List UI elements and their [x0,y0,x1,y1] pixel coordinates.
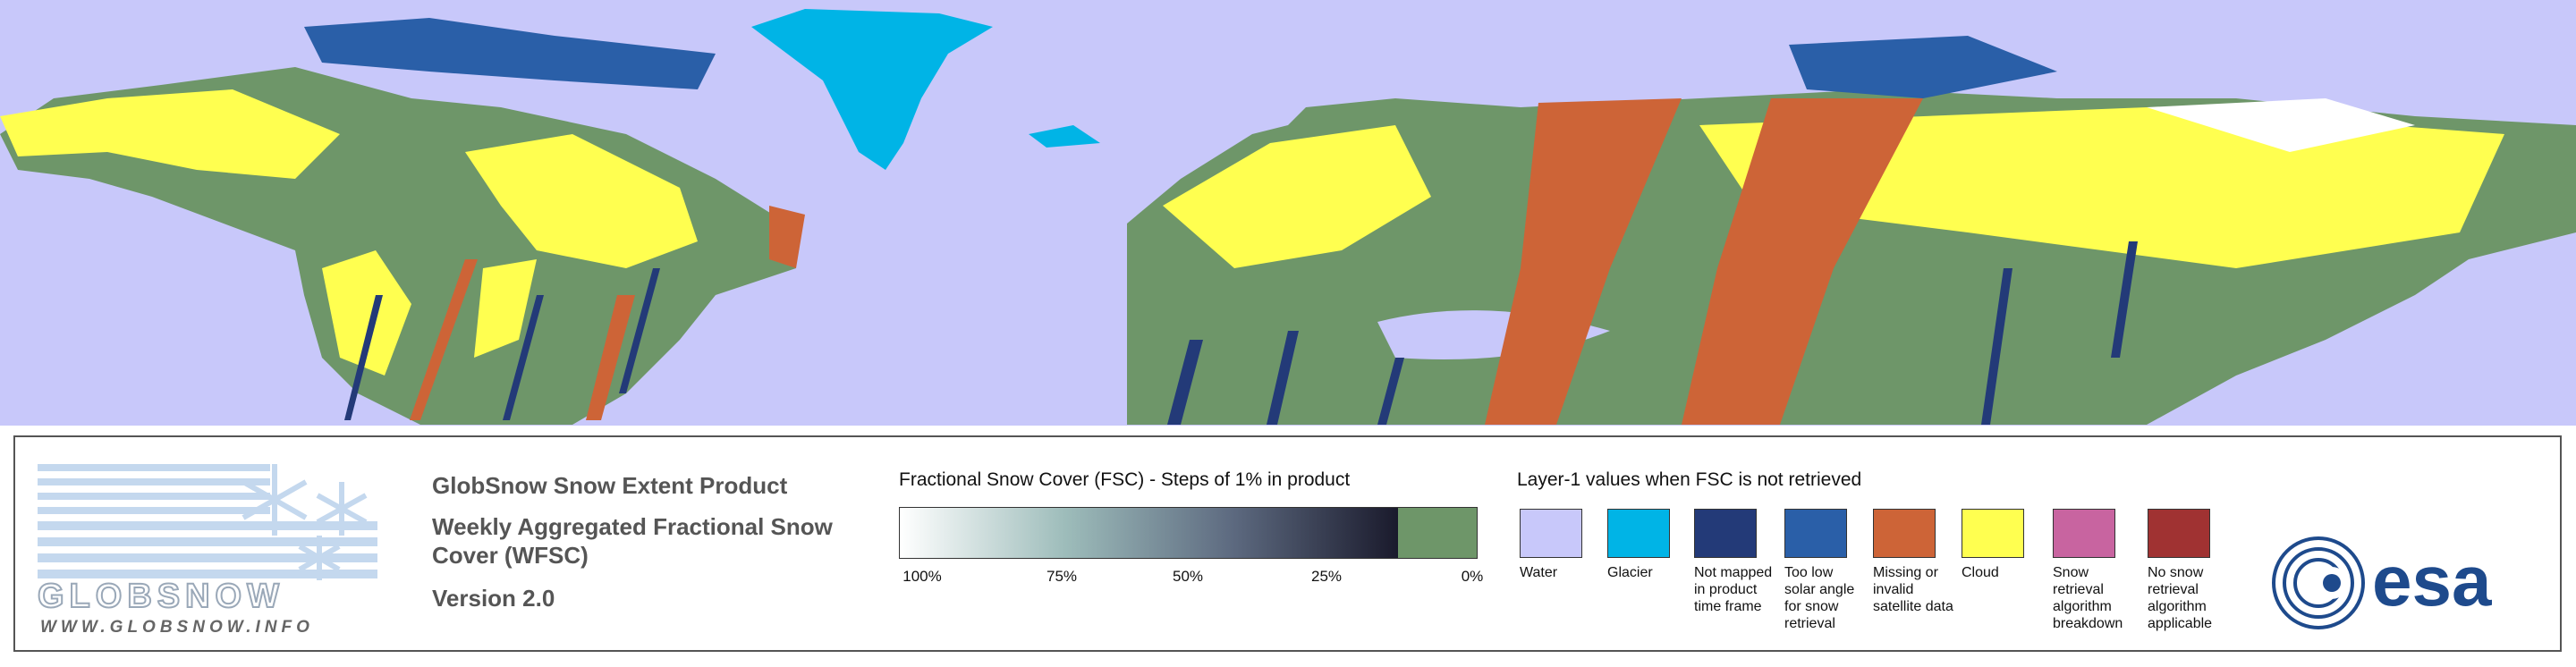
legend-swatch [2148,509,2210,558]
layer1-title: Layer-1 values when FSC is not retrieved [1517,469,1862,490]
product-version: Version 2.0 [432,585,555,612]
logo-snowflakes [242,464,368,580]
legend-label: No snow retrieval algorithm applicable [2148,565,2213,631]
snow-map [0,0,2576,426]
legend-label: Glacier [1607,565,1653,580]
esa-name: esa [2372,541,2492,621]
fsc-tick-label: 100% [902,568,942,585]
not-mapped-stripe [619,268,660,393]
not-mapped-stripe [2111,241,2138,358]
not-mapped-stripe [1167,340,1203,425]
missing-band [1485,98,1682,425]
not-mapped-stripe [1267,331,1299,425]
legend-swatch [1607,509,1670,558]
cloud-area [322,250,411,376]
legend-label: Not mapped in product time frame [1694,565,1773,614]
cloud-area [1163,125,1431,268]
logo-stripes [38,464,377,578]
fsc-snow-free [1398,508,1477,558]
missing-stripe [769,206,805,268]
legend-swatch [1962,509,2024,558]
fsc-tick-label: 50% [1172,568,1204,585]
esa-emblem-dot [2323,574,2341,592]
glacier-greenland [751,9,993,170]
esa-emblem [2272,536,2365,629]
fsc-tick-label: 0% [1461,568,1484,585]
cloud-area [0,89,340,179]
legend-swatch [2053,509,2115,558]
snow-area [2147,98,2415,152]
logo-url: WWW.GLOBSNOW.INFO [40,618,314,634]
legend-label: Snow retrieval algorithm breakdown [2053,565,2123,631]
legend-swatch [1784,509,1847,558]
logo-name: GLOBSNOW [38,578,284,615]
missing-band [1682,98,1923,425]
cloud-area [465,134,698,268]
legend-label: Too low solar angle for snow retrieval [1784,565,1855,631]
legend-swatch [1694,509,1757,558]
low-solar-area [304,18,716,89]
missing-stripe [410,259,478,420]
legend-label: Cloud [1962,565,1999,580]
legend-label: Water [1520,565,1558,580]
product-title: GlobSnow Snow Extent Product [432,472,788,499]
not-mapped-stripe [503,295,544,420]
globsnow-logo: GLOBSNOW WWW.GLOBSNOW.INFO [37,464,377,634]
missing-stripe [586,295,635,420]
fsc-tick-label: 75% [1046,568,1078,585]
not-mapped-stripe [1981,268,2012,425]
legend-label: Missing or invalid satellite data [1873,565,1953,614]
esa-logo: esa [2272,536,2492,629]
product-subtitle: Weekly Aggregated Fractional Snow Cover … [432,513,833,569]
legend-swatch [1873,509,1936,558]
fsc-colorbar [899,507,1478,559]
cloud-area [474,259,537,358]
legend-swatch [1520,509,1582,558]
legend-panel: GLOBSNOW WWW.GLOBSNOW.INFO GlobSnow Snow… [13,435,2562,652]
low-solar-area [1789,36,2057,98]
fsc-tick-label: 25% [1310,568,1343,585]
fsc-gradient [900,508,1398,558]
fsc-title: Fractional Snow Cover (FSC) - Steps of 1… [899,469,1351,490]
not-mapped-stripe [344,295,383,420]
glacier-iceland [1029,125,1100,148]
not-mapped-stripe [1377,358,1404,425]
